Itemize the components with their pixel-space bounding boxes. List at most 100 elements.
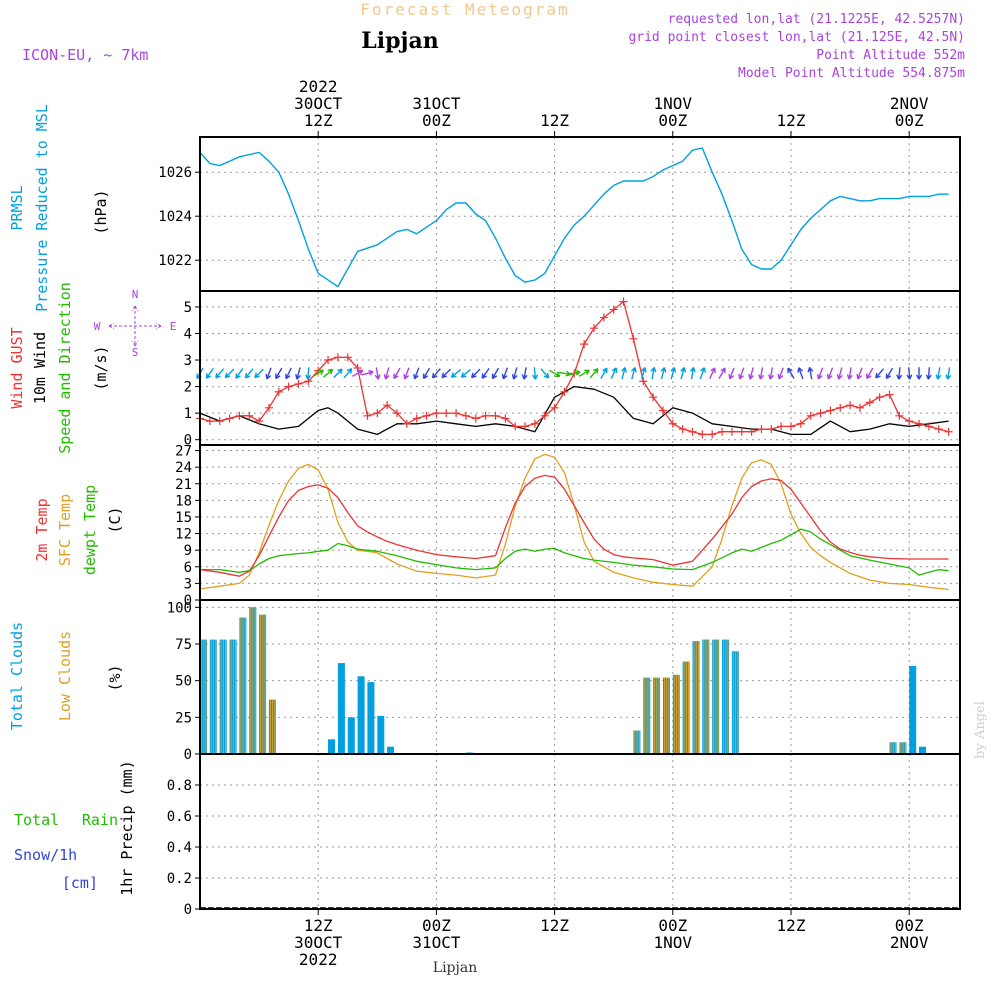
low-cloud-bar bbox=[900, 742, 902, 754]
wind-direction-arrow bbox=[826, 367, 834, 380]
gust-point bbox=[816, 409, 825, 418]
requested-coords: requested lon,lat (21.1225E, 42.5257N) bbox=[668, 12, 965, 27]
clouds-tick-label: 75 bbox=[175, 637, 192, 653]
low-cloud-bar bbox=[666, 677, 668, 754]
gust-point bbox=[402, 419, 411, 428]
total-cloud-bar bbox=[357, 676, 365, 754]
temp-2m-label: 2m Temp bbox=[33, 498, 51, 561]
pressure-panel-frame bbox=[199, 136, 961, 292]
precip-unit: 1hr Precip (mm) bbox=[118, 760, 136, 895]
gust-point bbox=[343, 353, 352, 362]
gust-point bbox=[471, 414, 480, 423]
low-cloud-bar bbox=[894, 742, 896, 754]
model-label: ICON-EU, ~ 7km bbox=[22, 46, 148, 64]
wind-direction-arrow bbox=[361, 369, 374, 376]
temp-tick-label: 21 bbox=[175, 477, 192, 493]
gust-point bbox=[580, 340, 589, 349]
clouds-tick-label: 100 bbox=[167, 600, 192, 616]
low-cloud-bar bbox=[264, 614, 266, 754]
gust-point bbox=[550, 403, 559, 412]
low-cloud-bar bbox=[890, 742, 892, 754]
frames-layer bbox=[195, 131, 961, 915]
wind-direction-arrow bbox=[758, 367, 765, 380]
low-cloud-bar bbox=[648, 677, 650, 754]
gust-point bbox=[363, 411, 372, 420]
gust-point bbox=[885, 390, 894, 399]
gust-point bbox=[324, 356, 333, 365]
gust-point bbox=[590, 324, 598, 333]
gust-point bbox=[708, 430, 717, 439]
gust-point bbox=[619, 297, 628, 306]
bottom-time-label: 00Z bbox=[895, 916, 924, 935]
dewpoint-label: dewpt Temp bbox=[81, 485, 99, 575]
gust-point bbox=[274, 387, 283, 396]
gust-point bbox=[461, 411, 470, 420]
low-cloud-bar bbox=[272, 699, 274, 754]
gust-point bbox=[875, 393, 884, 402]
wind-direction-arrow bbox=[374, 367, 381, 380]
clouds-tick-label: 50 bbox=[175, 674, 192, 690]
wind-direction-arrow bbox=[630, 367, 637, 380]
gust-point bbox=[777, 422, 786, 431]
wind-tick-label: 5 bbox=[184, 300, 192, 316]
wind-direction-arrow bbox=[807, 366, 814, 380]
low-cloud-bar bbox=[269, 699, 271, 754]
precip-total-label: Total bbox=[14, 811, 59, 829]
gust-point bbox=[540, 411, 549, 420]
low-cloud-bar bbox=[705, 639, 707, 754]
wind-direction-arrow bbox=[403, 367, 410, 380]
gust-point bbox=[412, 414, 421, 423]
gust-point bbox=[245, 411, 254, 420]
low-cloud-bar bbox=[262, 614, 264, 754]
wind-direction-arrow bbox=[205, 367, 214, 379]
temp-tick-label: 12 bbox=[175, 527, 192, 543]
temp-tick-label: 3 bbox=[184, 576, 192, 592]
wind-direction-arrow bbox=[470, 368, 481, 379]
gust-point bbox=[806, 411, 815, 420]
bottom-time-label: 31OCT bbox=[412, 933, 461, 952]
total-cloud-bar bbox=[919, 746, 926, 754]
low-cloud-bar bbox=[658, 677, 660, 754]
precip-rain-label: Rain bbox=[82, 811, 118, 829]
temp-tick-label: 15 bbox=[175, 510, 192, 526]
meteogram-title: Forecast Meteogram bbox=[360, 0, 569, 19]
top-time-label: 00Z bbox=[658, 111, 687, 130]
data-layer bbox=[196, 147, 960, 909]
wind-direction-arrow bbox=[244, 368, 254, 379]
wind-10m-line bbox=[199, 385, 949, 436]
top-time-label: 12Z bbox=[304, 111, 333, 130]
low-cloud-bar bbox=[735, 651, 737, 754]
temp-unit: (C) bbox=[106, 506, 124, 533]
low-cloud-bar bbox=[695, 641, 697, 754]
wind-direction-arrow bbox=[660, 367, 667, 380]
gust-point bbox=[205, 417, 214, 426]
wind-direction-arrow bbox=[709, 367, 716, 379]
low-cloud-bar bbox=[210, 639, 212, 754]
low-cloud-bar bbox=[220, 639, 222, 754]
precip-panel-frame bbox=[199, 753, 961, 910]
wind-direction-label: Speed and Direction bbox=[56, 282, 74, 454]
wind-direction-arrow bbox=[906, 367, 913, 380]
low-cloud-bar bbox=[225, 639, 227, 754]
wind-direction-arrow bbox=[680, 367, 687, 380]
low-cloud-bar bbox=[242, 617, 244, 754]
temp-tick-label: 9 bbox=[184, 543, 192, 559]
gust-point bbox=[865, 398, 874, 407]
gust-point bbox=[757, 425, 766, 434]
gust-point bbox=[560, 387, 569, 396]
low-cloud-bar bbox=[725, 639, 727, 754]
wind-direction-arrow bbox=[699, 367, 706, 380]
wind-direction-arrow bbox=[589, 368, 599, 379]
low-cloud-bar bbox=[685, 661, 687, 754]
clouds-tick-label: 25 bbox=[175, 710, 192, 726]
top-time-label: 2022 bbox=[299, 77, 338, 96]
wind-direction-arrow bbox=[422, 367, 431, 380]
clouds-tick-label: 0 bbox=[184, 747, 192, 763]
gust-point bbox=[393, 409, 401, 418]
total-clouds-label: Total Clouds bbox=[8, 622, 26, 730]
bottom-time-label: 2022 bbox=[299, 950, 338, 969]
low-cloud-bar bbox=[664, 677, 665, 754]
total-cloud-bar bbox=[347, 717, 355, 754]
wind-direction-arrow bbox=[413, 367, 420, 380]
wind-tick-label: 1 bbox=[184, 406, 192, 422]
